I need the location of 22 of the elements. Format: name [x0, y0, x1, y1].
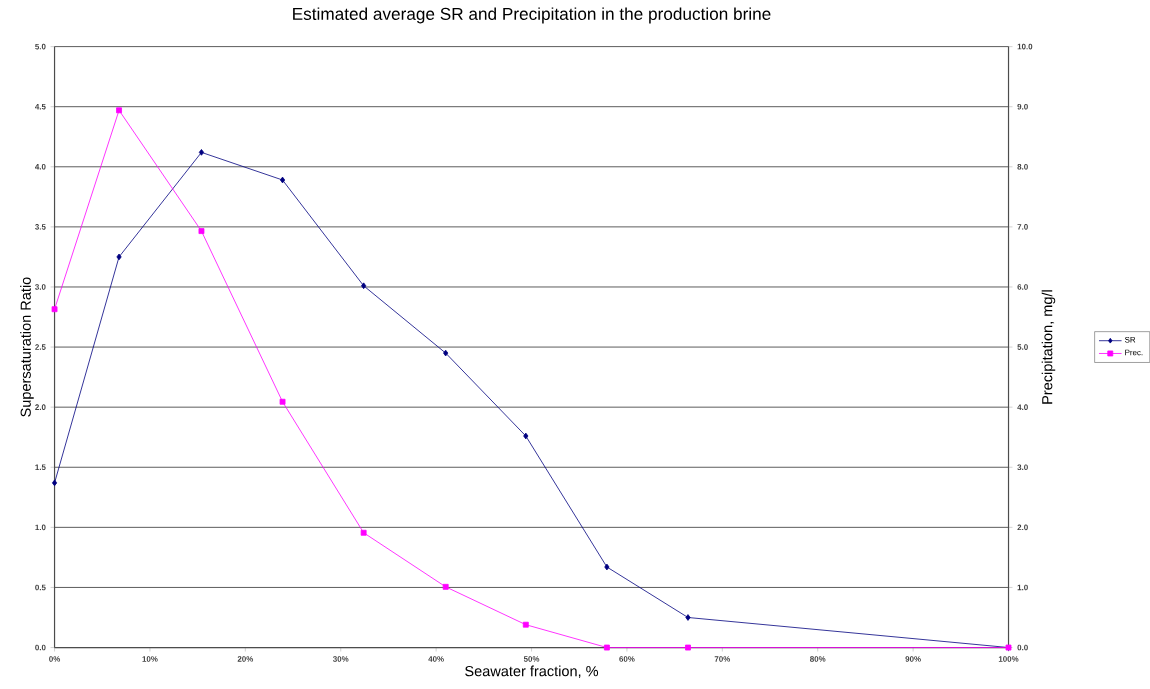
- y2-axis-title: Precipitation, mg/l: [1041, 290, 1056, 404]
- point: [603, 644, 610, 651]
- point: [279, 176, 286, 184]
- point: [51, 479, 58, 487]
- point: [361, 282, 367, 289]
- chart-title: Estimated average SR and Precipitation in the production brine: [293, 7, 771, 24]
- point: [279, 398, 286, 405]
- point: [522, 621, 529, 628]
- point: [116, 253, 122, 261]
- point: [116, 107, 122, 114]
- point: [523, 432, 529, 440]
- point: [360, 529, 367, 536]
- point: [604, 563, 610, 571]
- point: [685, 614, 691, 621]
- point: [685, 644, 691, 651]
- x-axis-title: Seawater fraction, %: [465, 665, 599, 678]
- point: [443, 349, 449, 357]
- point: [442, 583, 449, 590]
- y-axis-title: Supersaturation Ratio: [20, 277, 34, 417]
- point: [51, 306, 58, 313]
- point: [198, 148, 205, 156]
- point: [198, 228, 205, 234]
